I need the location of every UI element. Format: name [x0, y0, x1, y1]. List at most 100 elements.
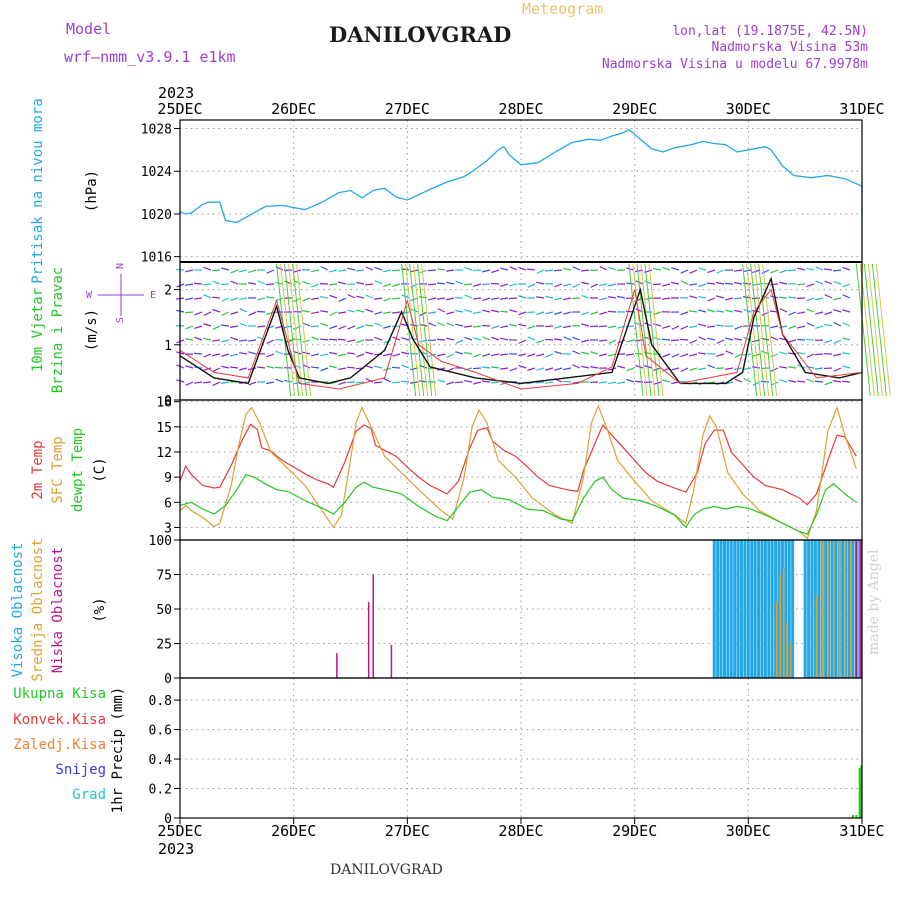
- wind-barb: [374, 336, 383, 341]
- model-name: wrf–nmm_v3.9.1 e1km: [64, 48, 236, 66]
- wind-barb: [815, 266, 824, 271]
- precip-legend-label: Grad: [72, 787, 106, 803]
- wind-barb: [743, 367, 752, 371]
- wind-barb: [238, 339, 248, 342]
- wind-barb: [446, 311, 455, 315]
- panel-frame: [179, 119, 863, 263]
- wind-barb: [707, 308, 716, 313]
- wind-barb: [230, 269, 239, 274]
- wind-gust-line: [179, 288, 863, 390]
- y-tick-label: 0.8: [149, 694, 172, 709]
- wind-gust-streak: [413, 263, 429, 397]
- wind-barb: [391, 297, 401, 300]
- wind-barb: [365, 308, 374, 313]
- temp-axis-label: 2m Temp: [30, 440, 46, 499]
- wind-barb: [644, 297, 653, 301]
- y-tick-label: 0: [164, 672, 172, 687]
- wind-barb: [608, 367, 617, 371]
- wind-barb: [608, 266, 617, 271]
- chart-subtitle: Meteogram: [522, 0, 604, 18]
- wind-barb: [464, 267, 473, 271]
- wind-barb: [589, 325, 599, 328]
- wind-barb: [221, 365, 230, 369]
- wind-barb: [194, 336, 203, 341]
- wind-unit-label: (m/s): [84, 309, 100, 351]
- wind-barb: [527, 336, 536, 341]
- wind-barb: [833, 280, 842, 285]
- wind-barb: [455, 351, 464, 355]
- wind-gust-streak: [871, 263, 887, 397]
- wind-barb: [481, 283, 491, 286]
- wind-barb: [257, 297, 266, 301]
- wind-barb: [473, 381, 482, 385]
- wind-barb: [293, 325, 302, 330]
- wind-barb: [391, 269, 401, 272]
- wind-barb: [275, 378, 284, 383]
- y-tick-label: 25: [156, 638, 172, 653]
- wind-barb: [346, 366, 356, 369]
- wind-barb: [671, 281, 680, 285]
- wind-barb: [824, 381, 833, 386]
- wind-barb: [788, 366, 797, 369]
- wind-barb: [680, 311, 689, 316]
- wind-barb: [311, 269, 320, 273]
- wind-gust-streak: [280, 263, 296, 397]
- wind-barb: [419, 295, 428, 299]
- wind-barb: [284, 379, 293, 383]
- wind-barb: [806, 308, 815, 313]
- wind-barb: [680, 353, 689, 358]
- wind-barb: [383, 353, 392, 357]
- wind-barb: [355, 381, 365, 384]
- wind-gust-streak: [636, 263, 652, 397]
- precip-legend-label: Ukupna Kisa: [13, 686, 106, 702]
- wind-barb: [481, 324, 491, 327]
- wind-barb: [338, 381, 347, 386]
- wind-barb: [599, 311, 608, 315]
- wind-barb: [752, 269, 761, 274]
- wind-barb: [248, 367, 257, 371]
- date-tick-label-bottom: 27DEC: [385, 822, 430, 840]
- wind-barb: [671, 381, 680, 385]
- wind-barb: [815, 311, 824, 315]
- wind-barb: [544, 269, 554, 272]
- pressure-axis-label: Pritisak na nivou mora: [30, 98, 46, 283]
- wind-barb: [743, 296, 752, 299]
- wind-barb: [446, 381, 455, 385]
- wind-barb: [671, 353, 680, 358]
- wind-barb: [536, 296, 545, 299]
- wind-barb: [536, 367, 545, 371]
- wind-gust-streak: [648, 263, 664, 397]
- date-tick-label-top: 26DEC: [271, 100, 316, 118]
- precip-axis-label: 1hr Precip (mm): [110, 687, 126, 813]
- wind-barb: [221, 381, 230, 384]
- wind-barb: [320, 266, 329, 271]
- wind-barb: [842, 294, 851, 299]
- wind-barb: [625, 282, 635, 285]
- wind-barb: [563, 283, 572, 287]
- wind-barb: [824, 280, 833, 285]
- wind-barb: [760, 380, 770, 383]
- wind-barb: [518, 364, 527, 369]
- wind-barb: [518, 311, 527, 316]
- wind-barb: [842, 283, 851, 288]
- wind-barb: [383, 325, 392, 329]
- wind-barb: [302, 339, 311, 343]
- wind-barb: [266, 269, 275, 274]
- wind-barb: [779, 366, 788, 369]
- wind-gust-streak: [421, 263, 437, 397]
- wind-barb: [482, 353, 491, 357]
- wind-barb: [833, 367, 842, 372]
- wind-barb: [833, 380, 842, 383]
- wind-barb: [185, 338, 194, 341]
- y-tick-label: 0: [164, 812, 172, 827]
- wind-barb: [463, 325, 473, 328]
- wind-barb: [536, 339, 545, 344]
- wind-barb: [689, 367, 698, 372]
- wind-barb: [320, 322, 329, 327]
- wind-gust-streak: [754, 263, 770, 397]
- wind-barb: [302, 364, 311, 369]
- wind-barb: [581, 365, 590, 369]
- wind-barb: [725, 337, 734, 341]
- wind-barb: [185, 269, 194, 273]
- wind-barb: [599, 297, 608, 301]
